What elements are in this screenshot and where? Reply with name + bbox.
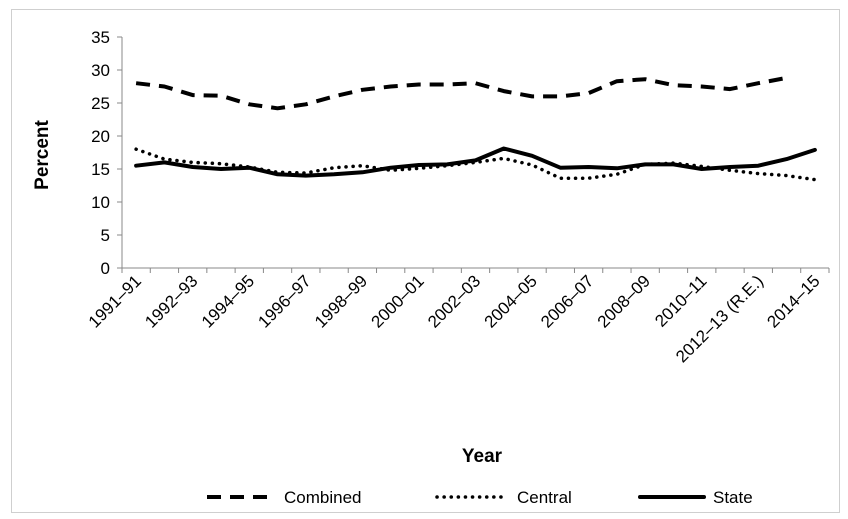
y-tick-label: 10 bbox=[91, 193, 110, 212]
x-tick-label: 1996–97 bbox=[254, 271, 314, 331]
y-tick-label: 35 bbox=[91, 28, 110, 47]
x-axis-title: Year bbox=[462, 446, 503, 467]
series-lines bbox=[134, 75, 817, 182]
x-tick-label: 2010–11 bbox=[651, 271, 710, 330]
x-tick-label: 2008–09 bbox=[594, 271, 654, 331]
chart-frame bbox=[11, 9, 840, 513]
y-tick-label: 25 bbox=[91, 94, 110, 113]
legend-label-state: State bbox=[713, 488, 753, 507]
x-tick-label: 1992–93 bbox=[141, 271, 201, 331]
y-tick-labels: 0 5 10 15 20 25 30 35 bbox=[91, 28, 110, 278]
x-tick-label: 1998–99 bbox=[311, 271, 371, 331]
x-tick-label: 1991–91 bbox=[85, 271, 145, 331]
x-tick-label: 2006–07 bbox=[537, 271, 597, 331]
x-tick-labels: 1991–911992–931994–951996–971998–992000–… bbox=[85, 271, 824, 366]
axes bbox=[117, 36, 830, 273]
x-tick-label: 2002–03 bbox=[424, 271, 484, 331]
legend-label-central: Central bbox=[517, 488, 572, 507]
x-tick-label: 1994–95 bbox=[198, 271, 258, 331]
x-tick-label: 2000–01 bbox=[368, 271, 428, 331]
legend: Combined Central State bbox=[207, 488, 753, 507]
series-line-state bbox=[134, 146, 817, 178]
legend-label-combined: Combined bbox=[284, 488, 362, 507]
y-tick-label: 30 bbox=[91, 61, 110, 80]
y-axis-title: Percent bbox=[32, 119, 53, 189]
y-tick-label: 0 bbox=[101, 259, 110, 278]
x-tick-label: 2014–15 bbox=[763, 271, 823, 331]
y-tick-label: 20 bbox=[91, 127, 110, 146]
series-line-combined bbox=[135, 75, 787, 111]
y-tick-label: 5 bbox=[101, 226, 110, 245]
x-tick-label: 2004–05 bbox=[481, 271, 541, 331]
y-tick-label: 15 bbox=[91, 160, 110, 179]
series-line-central bbox=[134, 147, 817, 182]
